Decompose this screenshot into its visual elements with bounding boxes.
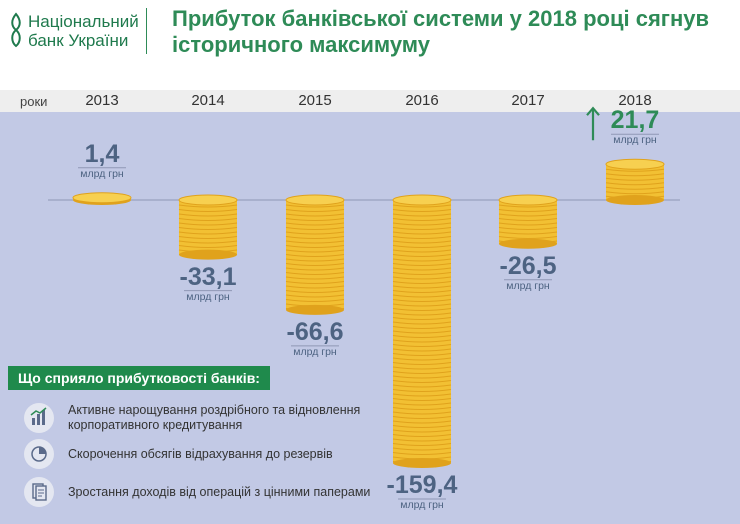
pie-chart-icon xyxy=(24,439,54,469)
logo-line-2: банк України xyxy=(28,31,129,50)
unit-label-2015: млрд грн xyxy=(293,345,337,358)
chart-growth-icon xyxy=(24,403,54,433)
year-label-2013: 2013 xyxy=(85,92,119,109)
year-label-2016: 2016 xyxy=(405,92,439,109)
unit-label-2014: млрд грн xyxy=(186,290,230,303)
coin-stack-2018 xyxy=(605,158,665,205)
logo-text: Національний банк України xyxy=(28,12,139,50)
year-label-2014: 2014 xyxy=(191,92,225,109)
coin-stack-2013 xyxy=(72,192,132,205)
factor-item: Активне нарощування роздрібного та відно… xyxy=(24,400,388,436)
year-axis-band xyxy=(0,90,740,112)
factor-item: Зростання доходів від операцій з цінними… xyxy=(24,474,388,510)
up-arrow-icon xyxy=(586,106,600,141)
coin-stack-2016 xyxy=(392,194,452,468)
unit-label-2013: млрд грн xyxy=(80,167,124,180)
unit-label-2018: млрд грн xyxy=(613,134,657,147)
documents-icon xyxy=(24,477,54,507)
value-label-2014: -33,1 xyxy=(179,262,237,291)
coin-stack-2014 xyxy=(178,194,238,260)
year-label-2018: 2018 xyxy=(618,92,652,109)
value-label-2015: -66,6 xyxy=(286,317,344,346)
value-label-2017: -26,5 xyxy=(499,251,557,280)
title-line-2: історичного максимуму xyxy=(172,32,431,57)
factors-title: Що сприяло прибутковості банків: xyxy=(8,366,270,390)
year-label-2015: 2015 xyxy=(298,92,332,109)
factor-item: Скорочення обсягів відрахування до резер… xyxy=(24,436,388,472)
logo-line-1: Національний xyxy=(28,12,139,31)
coin-stack-2015 xyxy=(285,194,345,315)
nbu-logo-icon xyxy=(11,12,21,48)
year-label-2017: 2017 xyxy=(511,92,545,109)
title-line-1: Прибуток банківської системи у 2018 році… xyxy=(172,6,709,31)
value-label-2018: 21,7 xyxy=(610,106,660,135)
header-divider xyxy=(146,8,147,54)
header xyxy=(0,0,740,90)
page-title: Прибуток банківської системи у 2018 році… xyxy=(172,6,732,58)
x-axis-label: роки xyxy=(20,94,48,109)
value-label-2016: -159,4 xyxy=(386,471,458,499)
unit-label-2017: млрд грн xyxy=(506,279,550,292)
factor-text: Зростання доходів від операцій з цінними… xyxy=(68,484,371,499)
factor-text: Активне нарощування роздрібного та відно… xyxy=(68,403,361,432)
unit-label-2016: млрд грн xyxy=(400,499,444,511)
factor-text: Скорочення обсягів відрахування до резер… xyxy=(68,446,333,461)
coin-stack-2017 xyxy=(498,194,558,249)
value-label-2013: 1,4 xyxy=(84,139,120,168)
